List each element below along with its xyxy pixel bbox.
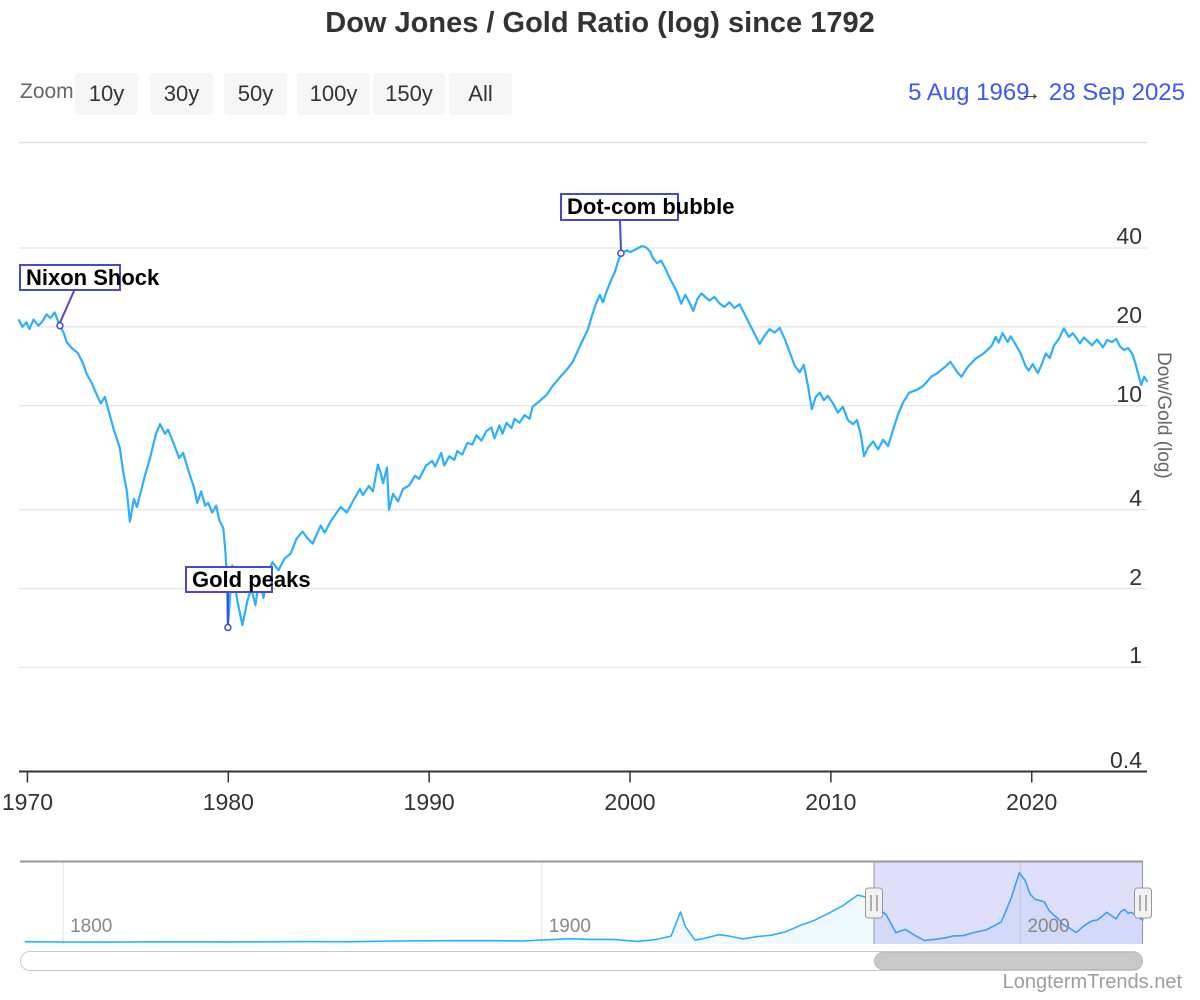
y-axis-label: 1: [1129, 642, 1142, 669]
navigator-area: [20, 872, 1144, 944]
range-from-input[interactable]: 5 Aug 1969: [908, 79, 1030, 106]
x-axis-label: 1990: [403, 789, 455, 815]
scrollbar-thumb[interactable]: [874, 952, 1143, 970]
range-button-50y[interactable]: 50y: [224, 73, 287, 115]
range-button-150y[interactable]: 150y: [373, 73, 445, 115]
range-button-30y[interactable]: 30y: [150, 73, 213, 115]
navigator-handle-left[interactable]: [865, 887, 883, 919]
y-axis-label: 10: [1116, 380, 1142, 407]
navigator-axis-label: 2000: [1027, 916, 1070, 937]
navigator-line-series: [24, 871, 1144, 943]
y-axis-label: 20: [1116, 301, 1142, 328]
annotation-connector: [619, 220, 622, 251]
y-axis-label: 4: [1129, 484, 1142, 511]
x-axis-label: 1970: [1, 789, 54, 815]
watermark-link[interactable]: LongtermTrends.net: [1002, 971, 1182, 993]
scrollbar-track[interactable]: [20, 951, 1143, 971]
annotation-marker-icon: [224, 623, 232, 632]
annotation-box: Nixon Shock: [19, 264, 160, 291]
x-axis-label: 2000: [604, 789, 656, 815]
annotation-connector: [59, 290, 75, 324]
navigator-handle-right[interactable]: [1134, 887, 1152, 919]
y-axis-label: 2: [1129, 563, 1142, 590]
range-button-100y[interactable]: 100y: [297, 73, 370, 115]
y-axis-title: Dow/Gold (log): [1153, 352, 1174, 479]
ratio-line-series: [17, 244, 1149, 629]
annotation-label: Gold peaks: [192, 567, 311, 592]
annotation-marker-icon: [617, 249, 625, 257]
annotation-marker-icon: [56, 321, 64, 330]
range-button-All[interactable]: All: [449, 73, 512, 115]
zoom-label: Zoom: [20, 80, 74, 103]
navigator-selected-range[interactable]: [874, 862, 1143, 944]
annotation-label: Dot-com bubble: [567, 194, 735, 219]
annotation-box: Dot-com bubble: [560, 193, 735, 221]
date-range-display: 5 Aug 1969 → 28 Sep 2025: [908, 79, 1185, 107]
navigator-axis-label: 1800: [70, 916, 113, 937]
x-axis-label: 2010: [805, 789, 857, 815]
range-to-input[interactable]: 28 Sep 2025: [1048, 79, 1185, 106]
x-axis-label: 1980: [202, 789, 254, 815]
y-axis-label: 0.4: [1110, 746, 1142, 773]
navigator-axis-label: 1900: [548, 916, 591, 937]
x-axis-label: 2020: [1006, 789, 1058, 815]
annotation-box: Gold peaks: [185, 566, 311, 593]
y-axis-label: 40: [1116, 223, 1142, 249]
annotation-label: Nixon Shock: [26, 265, 160, 290]
range-arrow-icon: →: [1019, 80, 1042, 105]
chart-title: Dow Jones / Gold Ratio (log) since 1792: [325, 7, 875, 39]
range-button-10y[interactable]: 10y: [75, 73, 138, 115]
